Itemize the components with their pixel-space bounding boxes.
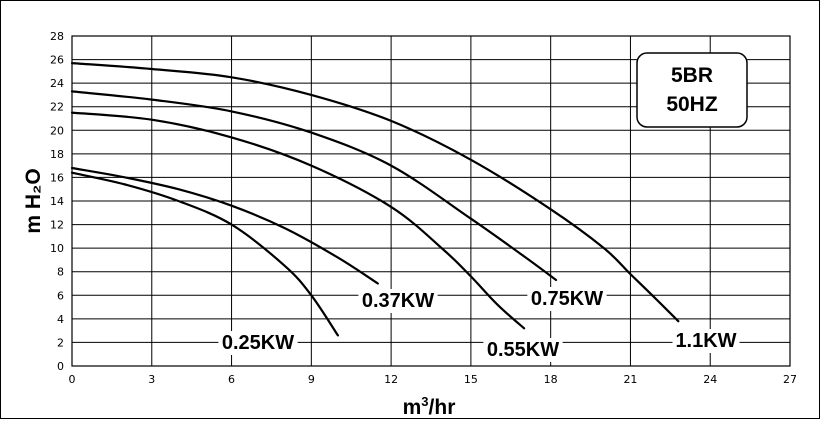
x-axis-title: m3/hr — [403, 394, 456, 419]
curve-label-bg — [358, 289, 438, 313]
curve-label-bg — [672, 329, 740, 353]
series-line-0-75kw — [70, 90, 558, 282]
y-tick-label: 0 — [57, 360, 64, 373]
series-line-0-37kw — [70, 166, 379, 285]
model-box — [636, 52, 748, 128]
y-tick-label: 24 — [50, 77, 64, 90]
curve-label-bg — [527, 287, 607, 311]
series-line-0-25kw — [70, 171, 339, 337]
curve-label-bg — [483, 338, 563, 362]
x-tick-label: 3 — [148, 373, 155, 386]
curve-label-0-75kw: 0.75KW — [531, 288, 603, 310]
y-tick-label: 12 — [50, 219, 64, 232]
y-tick-label: 26 — [50, 54, 64, 67]
model-name: 5BR — [671, 64, 713, 87]
x-tick-label: 9 — [308, 373, 315, 386]
series-line-0-55kw — [70, 111, 526, 330]
x-tick-label: 24 — [703, 373, 717, 386]
y-tick-label: 6 — [57, 289, 64, 302]
curve-label-0-55kw: 0.55KW — [487, 339, 559, 361]
curve-label-0-25kw: 0.25KW — [222, 332, 294, 354]
curve-label-1-1kw: 1.1KW — [675, 330, 736, 352]
y-tick-label: 20 — [50, 124, 64, 137]
y-tick-label: 2 — [57, 336, 64, 349]
y-tick-label: 4 — [57, 313, 64, 326]
y-tick-label: 28 — [50, 30, 64, 43]
curve-label-bg — [218, 331, 298, 355]
x-tick-label: 21 — [623, 373, 637, 386]
y-tick-label: 22 — [50, 101, 64, 114]
x-tick-label: 15 — [464, 373, 478, 386]
model-frequency: 50HZ — [666, 93, 718, 116]
x-tick-label: 6 — [228, 373, 235, 386]
y-tick-label: 8 — [57, 266, 64, 279]
x-tick-label: 18 — [544, 373, 558, 386]
x-tick-label: 27 — [783, 373, 797, 386]
y-axis-title: m H₂O — [22, 168, 45, 233]
x-tick-label: 0 — [69, 373, 76, 386]
y-tick-label: 16 — [50, 171, 64, 184]
plot-border — [71, 35, 791, 367]
y-tick-label: 18 — [50, 148, 64, 161]
y-tick-label: 10 — [50, 242, 64, 255]
x-tick-label: 12 — [384, 373, 398, 386]
curve-label-0-37kw: 0.37KW — [362, 290, 434, 312]
series-line-1-1kw — [70, 62, 680, 323]
y-tick-label: 14 — [50, 195, 64, 208]
